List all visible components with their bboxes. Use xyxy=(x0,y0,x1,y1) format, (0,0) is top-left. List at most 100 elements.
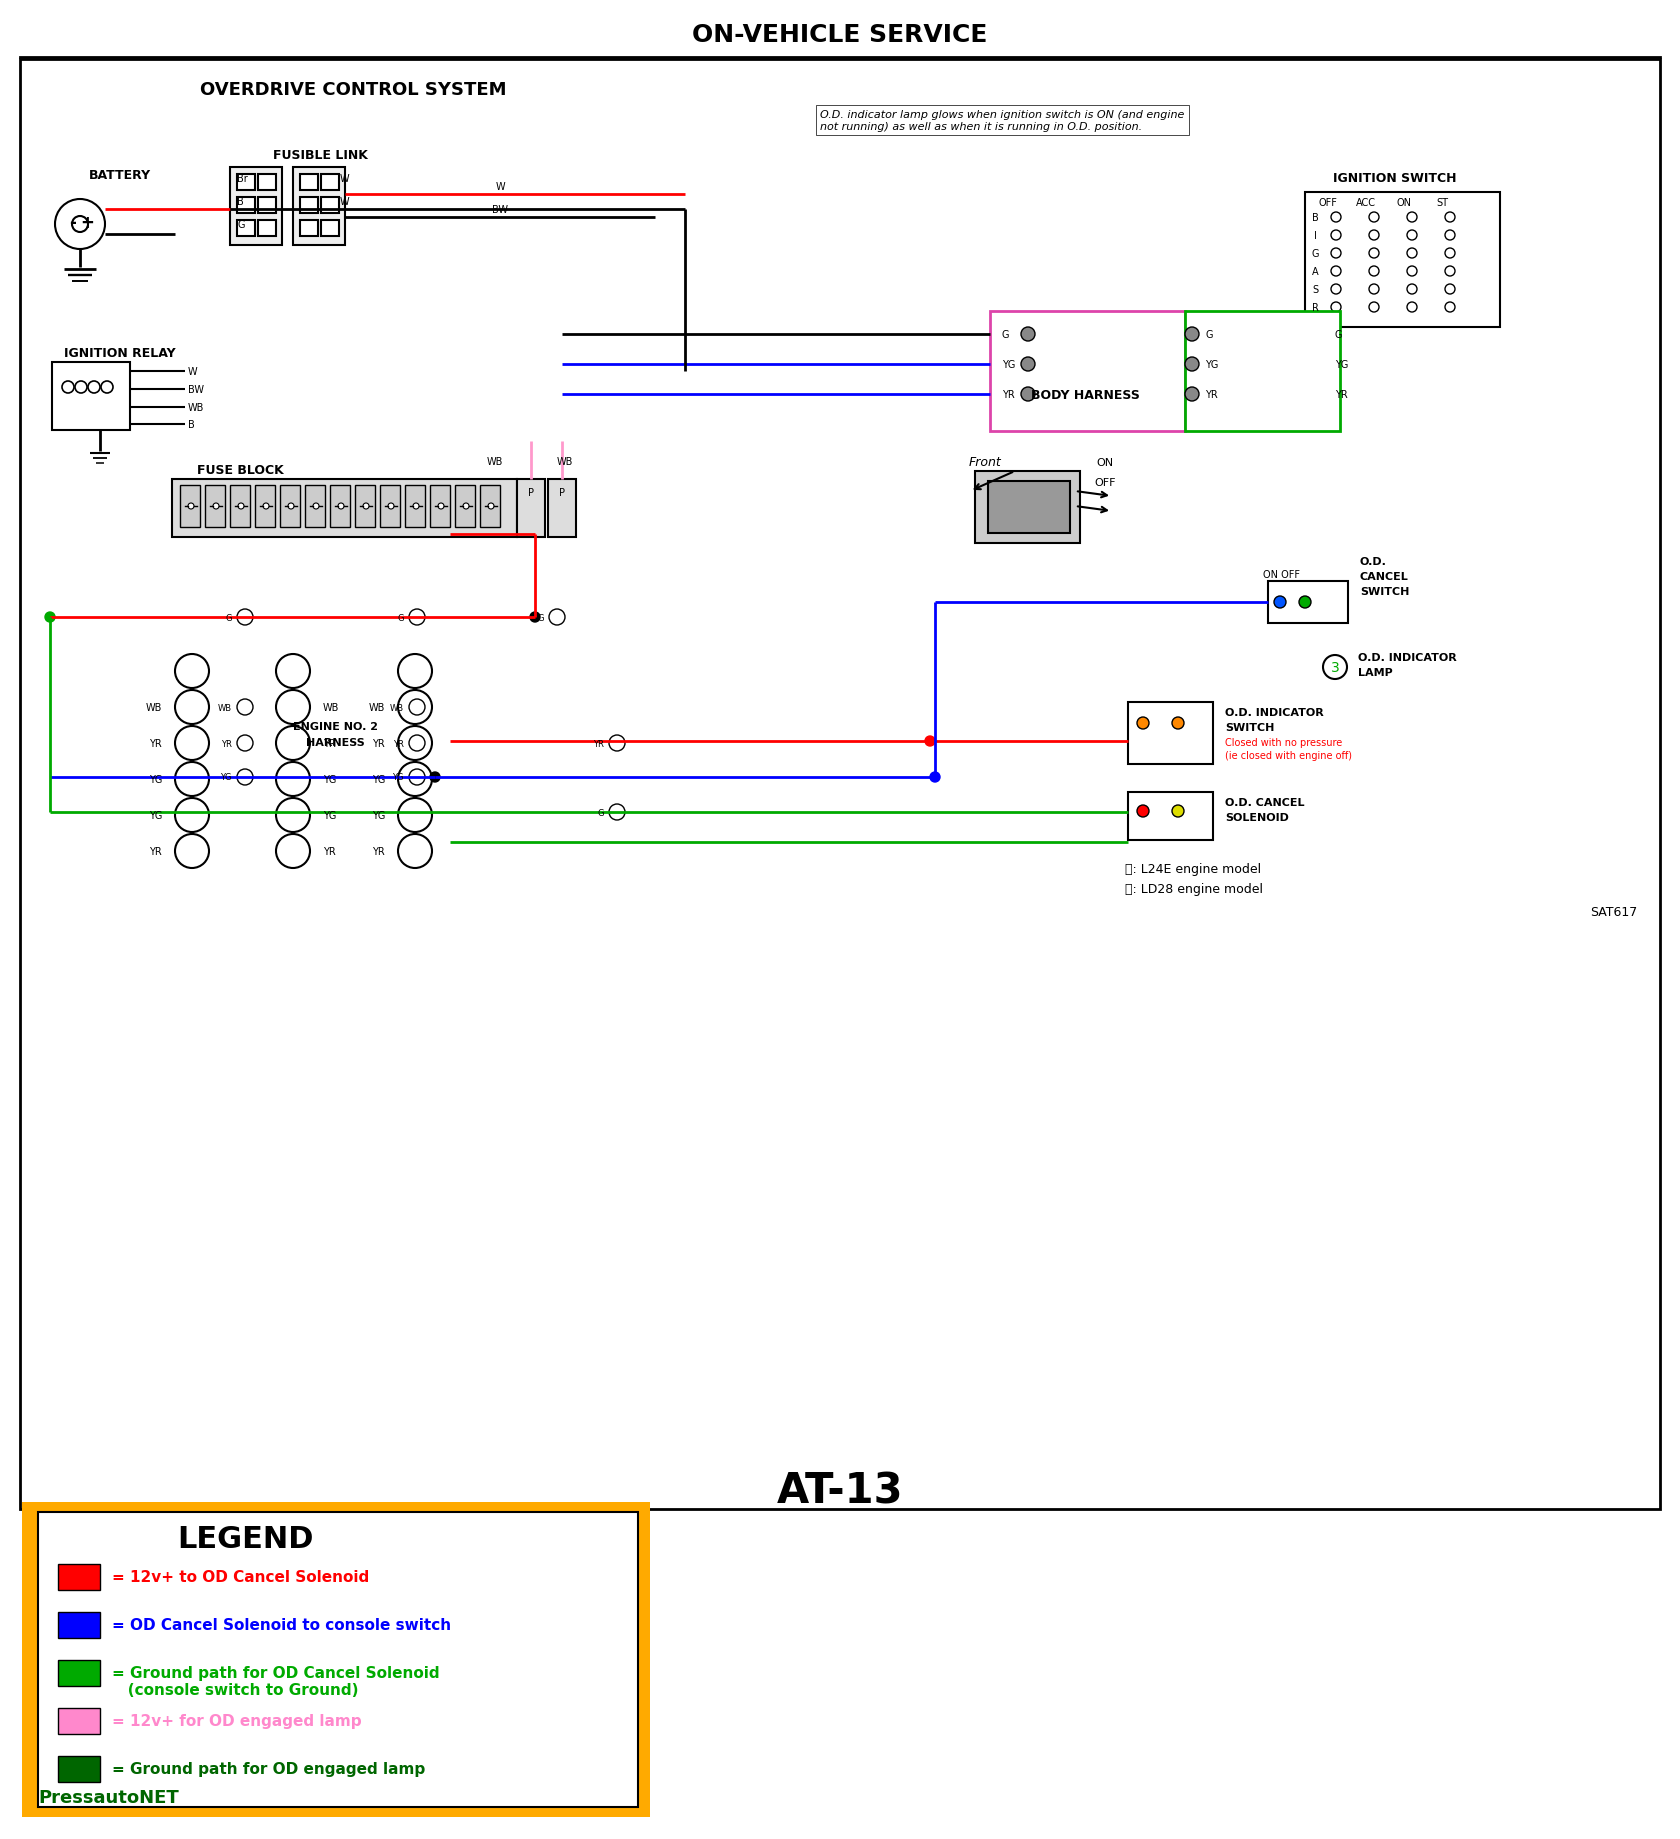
Text: O.D. INDICATOR: O.D. INDICATOR xyxy=(1225,708,1324,717)
Circle shape xyxy=(1324,657,1347,680)
Bar xyxy=(259,199,276,213)
Text: YR: YR xyxy=(150,846,161,857)
Text: BW: BW xyxy=(188,384,203,395)
Circle shape xyxy=(175,798,208,833)
Text: 3: 3 xyxy=(1331,660,1339,675)
Circle shape xyxy=(363,504,370,509)
Text: WB: WB xyxy=(487,456,504,467)
Text: O.D. INDICATOR: O.D. INDICATOR xyxy=(1357,653,1457,662)
Circle shape xyxy=(213,504,218,509)
Text: Br: Br xyxy=(237,175,247,184)
Text: G: G xyxy=(398,612,403,622)
Text: OFF: OFF xyxy=(1094,478,1116,487)
Bar xyxy=(455,485,475,528)
Circle shape xyxy=(408,769,425,785)
Circle shape xyxy=(1445,213,1455,223)
Circle shape xyxy=(312,504,319,509)
Circle shape xyxy=(62,383,74,394)
Bar xyxy=(974,473,1080,544)
Circle shape xyxy=(276,691,311,725)
Text: BW: BW xyxy=(492,204,507,215)
Text: (ie closed with engine off): (ie closed with engine off) xyxy=(1225,750,1352,761)
Bar xyxy=(329,485,349,528)
Circle shape xyxy=(1173,805,1184,818)
Circle shape xyxy=(398,798,432,833)
Text: YG: YG xyxy=(220,772,232,782)
Bar xyxy=(237,175,255,191)
Text: -: - xyxy=(69,213,76,232)
Text: O.D. CANCEL: O.D. CANCEL xyxy=(1225,798,1304,807)
Text: YG: YG xyxy=(371,811,385,820)
Text: BATTERY: BATTERY xyxy=(89,169,151,182)
Circle shape xyxy=(175,835,208,868)
Text: PressautoNET: PressautoNET xyxy=(39,1788,178,1806)
Circle shape xyxy=(1406,248,1416,259)
Text: WB: WB xyxy=(146,702,161,714)
Circle shape xyxy=(610,805,625,820)
Circle shape xyxy=(430,772,440,783)
Text: YG: YG xyxy=(323,811,336,820)
Bar xyxy=(301,221,318,237)
Bar xyxy=(301,199,318,213)
Text: YR: YR xyxy=(393,739,403,748)
Bar xyxy=(59,1613,101,1639)
Bar xyxy=(205,485,225,528)
Circle shape xyxy=(1369,248,1379,259)
Text: ⓖ: L24E engine model: ⓖ: L24E engine model xyxy=(1126,862,1262,875)
Text: ACC: ACC xyxy=(1356,199,1376,208)
Circle shape xyxy=(338,504,344,509)
Circle shape xyxy=(175,726,208,761)
Text: WB: WB xyxy=(323,702,339,714)
Text: = OD Cancel Solenoid to console switch: = OD Cancel Solenoid to console switch xyxy=(113,1618,452,1633)
Text: SAT617: SAT617 xyxy=(1589,905,1638,918)
Bar xyxy=(321,221,339,237)
Circle shape xyxy=(1184,327,1200,342)
Text: YR: YR xyxy=(373,739,385,748)
Text: LEGEND: LEGEND xyxy=(176,1525,312,1554)
Text: ON: ON xyxy=(1396,199,1411,208)
Text: P: P xyxy=(528,487,534,498)
Circle shape xyxy=(1331,232,1341,241)
Text: OVERDRIVE CONTROL SYSTEM: OVERDRIVE CONTROL SYSTEM xyxy=(200,81,506,99)
Text: (console switch to Ground): (console switch to Ground) xyxy=(113,1683,358,1697)
Bar xyxy=(480,485,501,528)
Bar xyxy=(1305,193,1500,327)
Text: ENGINE NO. 2: ENGINE NO. 2 xyxy=(292,721,378,732)
Circle shape xyxy=(529,612,539,623)
Circle shape xyxy=(1137,805,1149,818)
Bar xyxy=(321,175,339,191)
Circle shape xyxy=(1445,285,1455,294)
Bar xyxy=(22,1502,650,1817)
Circle shape xyxy=(926,737,936,747)
Bar xyxy=(292,167,344,246)
Text: YG: YG xyxy=(323,774,336,785)
Circle shape xyxy=(239,504,244,509)
Text: = Ground path for OD Cancel Solenoid: = Ground path for OD Cancel Solenoid xyxy=(113,1666,440,1681)
Circle shape xyxy=(76,383,87,394)
Text: W: W xyxy=(188,366,198,377)
Bar xyxy=(171,480,517,537)
Text: = Ground path for OD engaged lamp: = Ground path for OD engaged lamp xyxy=(113,1762,425,1776)
Bar xyxy=(548,480,576,537)
Circle shape xyxy=(175,763,208,796)
Text: G: G xyxy=(598,807,605,817)
Circle shape xyxy=(1369,267,1379,278)
Bar xyxy=(1127,702,1213,765)
Circle shape xyxy=(87,383,101,394)
Text: WB: WB xyxy=(368,702,385,714)
Text: S: S xyxy=(1312,285,1319,294)
Text: WB: WB xyxy=(390,702,403,712)
Text: G: G xyxy=(1205,329,1213,340)
Text: OFF: OFF xyxy=(1319,199,1337,208)
Circle shape xyxy=(72,217,87,234)
Text: WB: WB xyxy=(556,456,573,467)
Text: FUSE BLOCK: FUSE BLOCK xyxy=(197,463,284,476)
Circle shape xyxy=(287,504,294,509)
Circle shape xyxy=(264,504,269,509)
Circle shape xyxy=(188,504,193,509)
Circle shape xyxy=(1406,267,1416,278)
Bar xyxy=(990,313,1184,432)
Circle shape xyxy=(1184,359,1200,371)
Text: W: W xyxy=(496,182,504,191)
Circle shape xyxy=(1406,213,1416,223)
